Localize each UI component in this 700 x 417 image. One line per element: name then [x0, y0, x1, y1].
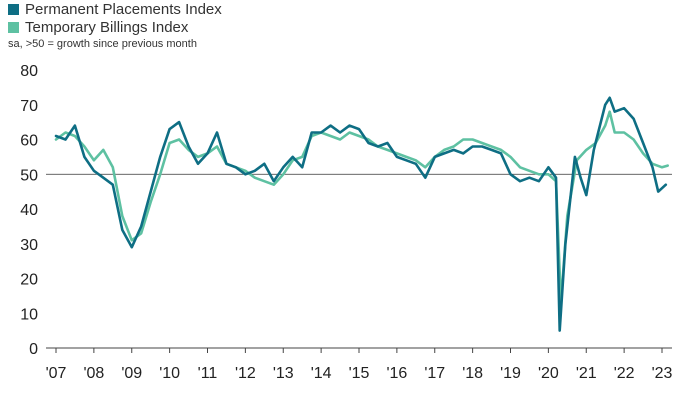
x-tick-label: '11: [198, 365, 218, 382]
legend-label-permanent: Permanent Placements Index: [25, 0, 222, 18]
y-tick-label: 40: [20, 202, 38, 219]
legend-swatch-permanent: [8, 3, 19, 15]
y-tick-label: 0: [29, 341, 38, 358]
legend-swatch-temporary: [8, 21, 19, 33]
y-tick-label: 80: [20, 63, 38, 80]
x-tick-label: '19: [500, 365, 521, 382]
y-tick-label: 70: [20, 98, 38, 115]
x-tick-label: '18: [462, 365, 483, 382]
x-tick-label: '15: [349, 365, 370, 382]
x-tick-label: '21: [576, 365, 597, 382]
x-tick-label: '10: [159, 365, 180, 382]
x-tick-label: '08: [83, 365, 104, 382]
x-tick-label: '17: [424, 365, 445, 382]
x-tick-label: '20: [538, 365, 559, 382]
x-tick-label: '23: [652, 365, 673, 382]
x-tick-label: '12: [235, 365, 256, 382]
y-tick-label: 60: [20, 133, 38, 150]
y-tick-label: 10: [20, 306, 38, 323]
y-tick-label: 30: [20, 237, 38, 254]
x-tick-label: '14: [311, 365, 332, 382]
y-tick-label: 20: [20, 272, 38, 289]
chart-note: sa, >50 = growth since previous month: [8, 38, 197, 50]
x-tick-label: '07: [46, 365, 67, 382]
x-tick-label: '09: [121, 365, 142, 382]
y-tick-label: 50: [20, 167, 38, 184]
x-tick-label: '22: [614, 365, 635, 382]
legend-item-temporary: Temporary Billings Index: [8, 18, 222, 36]
x-tick-label: '13: [273, 365, 294, 382]
legend-item-permanent: Permanent Placements Index: [8, 0, 222, 18]
legend: Permanent Placements Index Temporary Bil…: [8, 0, 222, 36]
x-tick-label: '16: [386, 365, 407, 382]
legend-label-temporary: Temporary Billings Index: [25, 18, 189, 36]
series-line-temporary: [54, 110, 669, 305]
series-line-permanent: [54, 96, 668, 332]
